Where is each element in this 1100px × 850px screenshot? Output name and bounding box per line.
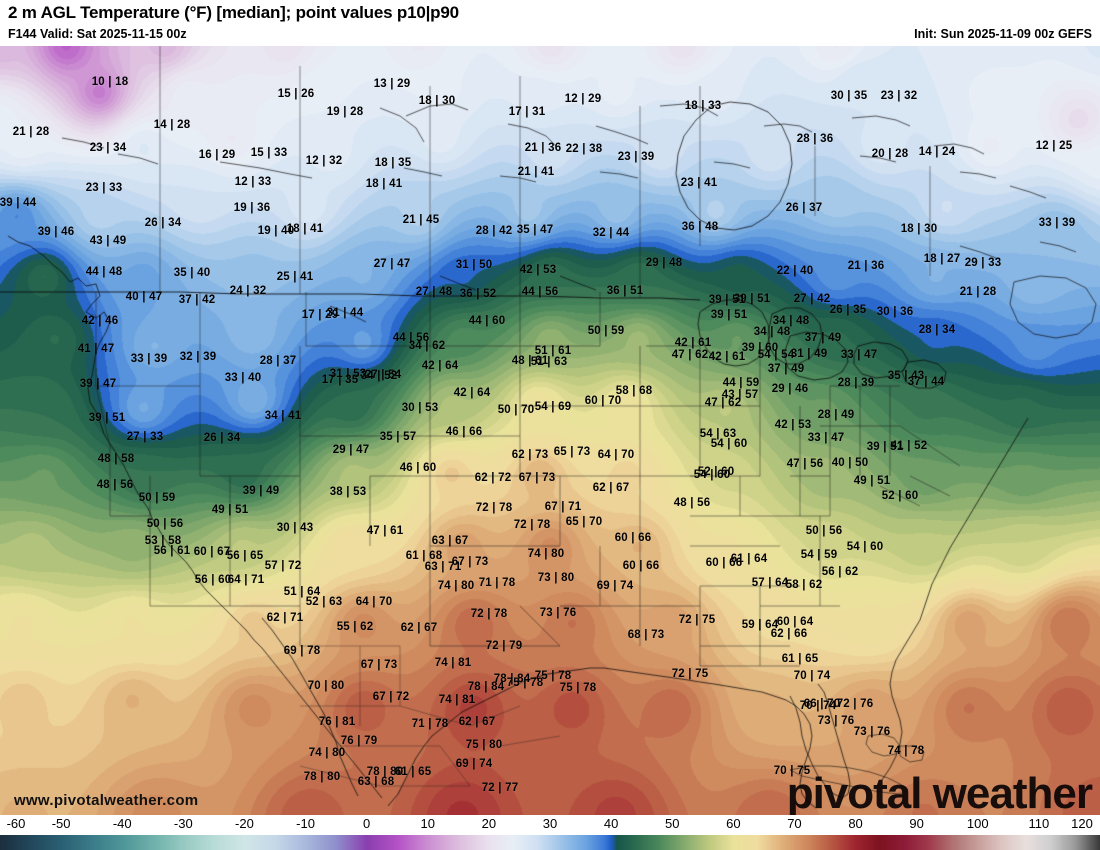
- colorbar-tick: -60: [6, 816, 26, 831]
- page-title: 2 m AGL Temperature (°F) [median]; point…: [8, 3, 459, 22]
- colorbar-tick: 120: [1071, 816, 1093, 831]
- temperature-map[interactable]: 10 | 18 15 | 26 13 | 29 18 | 30 19 | 28 17 | …: [0, 46, 1100, 815]
- colorbar-gradient[interactable]: [0, 835, 1100, 850]
- colorbar-tick: 20: [481, 816, 497, 831]
- colorbar-tick: 110: [1028, 816, 1050, 831]
- site-url: www.pivotalweather.com: [14, 792, 199, 809]
- init-time-label: Init: Sun 2025-11-09 00z GEFS: [914, 27, 1092, 41]
- pivotal-weather-watermark: pivotal weather: [786, 769, 1093, 815]
- colorbar-tick: -40: [112, 816, 132, 831]
- colorbar-tick: -50: [51, 816, 71, 831]
- colorbar-tick: 30: [542, 816, 558, 831]
- colorbar-tick: 0: [363, 816, 371, 831]
- colorbar-tick: 50: [664, 816, 680, 831]
- colorbar-tick: 100: [966, 816, 989, 831]
- colorbar-tick: 90: [909, 816, 924, 831]
- colorbar-tick: 10: [420, 816, 435, 831]
- map-header: 2 m AGL Temperature (°F) [median]; point…: [0, 0, 1100, 46]
- colorbar-tick-labels: -60 -50 -40 -30 -20 -10 0 10 20 30 40 50 60 70 80 90 100…: [0, 815, 1100, 834]
- colorbar-tick: 60: [726, 816, 741, 831]
- colorbar-tick: 70: [787, 816, 802, 831]
- geographic-boundaries-overlay: [0, 46, 1100, 815]
- colorbar-tick: -30: [173, 816, 193, 831]
- colorbar-panel: -60 -50 -40 -30 -20 -10 0 10 20 30 40 50 60 70 80 90 100…: [0, 815, 1100, 850]
- valid-time-label: F144 Valid: Sat 2025-11-15 00z: [8, 27, 187, 41]
- colorbar-tick: 80: [848, 816, 863, 831]
- colorbar-tick: -20: [235, 816, 254, 831]
- colorbar-tick: 40: [603, 816, 619, 831]
- colorbar-tick: -10: [296, 816, 315, 831]
